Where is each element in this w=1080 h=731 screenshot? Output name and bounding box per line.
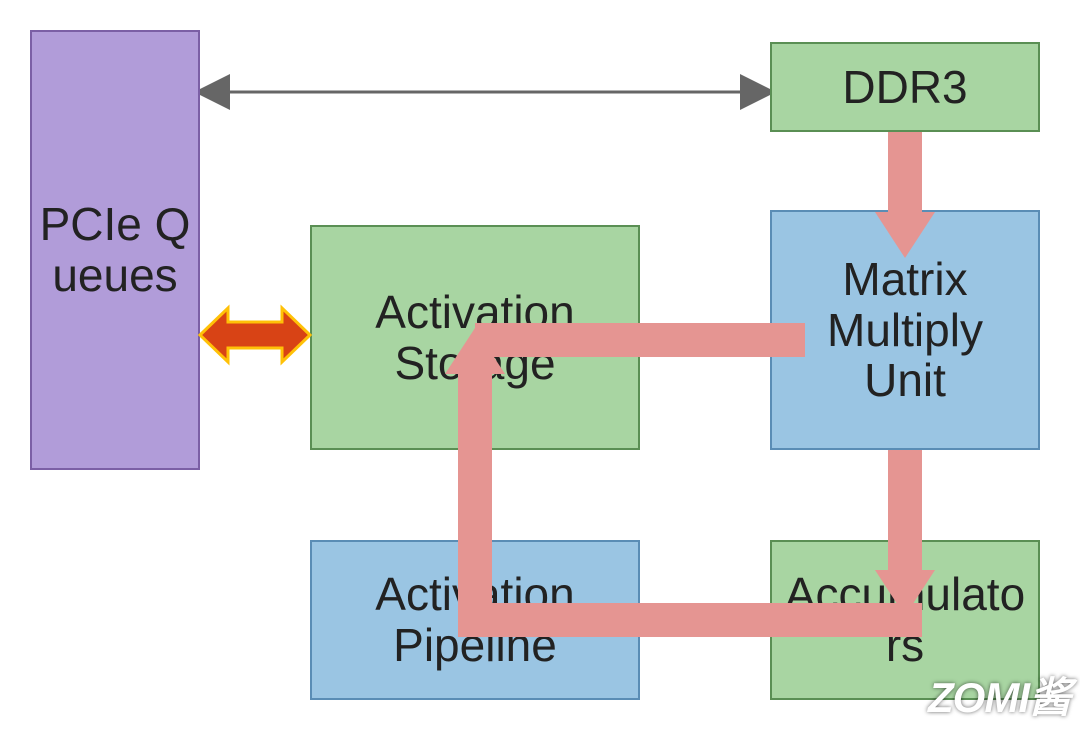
pcie-activation-double-arrow <box>200 308 310 362</box>
ddr3-box: DDR3 <box>770 42 1040 132</box>
activation-pipeline-box: Activation Pipeline <box>310 540 640 700</box>
matrix-multiply-unit-box: Matrix Multiply Unit <box>770 210 1040 450</box>
activation-storage-label: Activation Storage <box>322 287 628 388</box>
activation-pipeline-label: Activation Pipeline <box>322 569 628 670</box>
activation-storage-box: Activation Storage <box>310 225 640 450</box>
pcie-queues-box: PCIe Queues <box>30 30 200 470</box>
pcie-queues-label: PCIe Queues <box>38 199 192 300</box>
watermark: ZOMI酱 <box>928 664 1070 725</box>
ddr3-label: DDR3 <box>842 62 967 113</box>
matrix-multiply-unit-label: Matrix Multiply Unit <box>782 254 1028 406</box>
accumulators-label: Accumulators <box>778 569 1032 670</box>
